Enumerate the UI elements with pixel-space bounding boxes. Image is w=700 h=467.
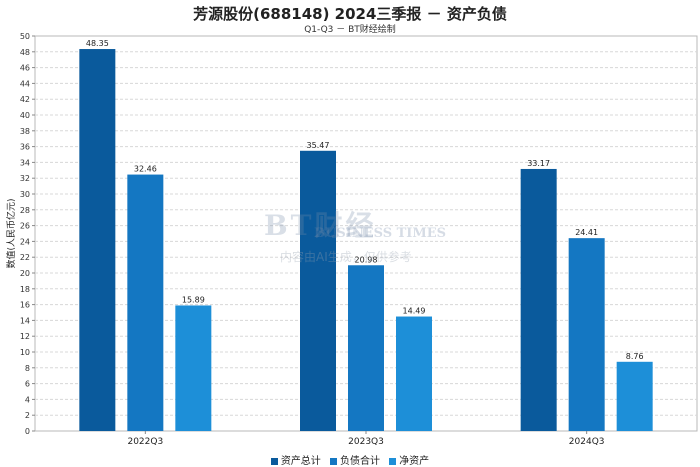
bar — [616, 361, 653, 431]
y-tick-label: 36 — [20, 143, 30, 152]
data-label: 33.17 — [527, 159, 550, 168]
y-tick-label: 24 — [20, 237, 30, 246]
y-tick-label: 40 — [20, 111, 30, 120]
y-axis-label: 数值(人民币亿元) — [5, 198, 17, 268]
y-tick-label: 22 — [20, 253, 30, 262]
y-tick-label: 42 — [20, 95, 30, 104]
y-tick-label: 4 — [25, 395, 30, 404]
y-tick-label: 10 — [20, 348, 30, 357]
watermark-note: 内容由AI生成，仅供参考 — [280, 250, 412, 264]
y-tick-label: 32 — [20, 174, 30, 183]
y-tick-label: 50 — [20, 32, 30, 41]
chart-legend: 资产总计 负债合计 净资产 — [0, 452, 700, 467]
data-label: 15.89 — [182, 295, 205, 304]
data-label: 14.49 — [403, 307, 426, 316]
y-tick-label: 44 — [20, 79, 30, 88]
x-tick-label: 2022Q3 — [127, 437, 163, 447]
y-tick-label: 6 — [25, 380, 30, 389]
legend-swatch-2 — [389, 457, 397, 465]
y-tick-label: 18 — [20, 285, 30, 294]
bar — [396, 316, 432, 431]
legend-swatch-0 — [270, 457, 278, 465]
y-tick-label: 2 — [25, 411, 30, 420]
bar — [79, 49, 116, 431]
y-tick-label: 0 — [25, 427, 30, 436]
chart-subtitle: Q1-Q3 － BT财经绘制 — [304, 25, 396, 35]
bar — [300, 150, 336, 432]
bar — [127, 174, 164, 432]
legend-item-1: 负债合计 — [330, 452, 380, 467]
legend-label-1: 负债合计 — [340, 456, 380, 467]
y-tick-label: 30 — [20, 190, 30, 199]
y-tick-label: 28 — [20, 206, 30, 215]
legend-item-2: 净资产 — [389, 452, 429, 467]
y-tick-label: 46 — [20, 64, 30, 73]
data-label: 35.47 — [307, 141, 330, 150]
y-tick-label: 16 — [20, 301, 30, 310]
bar — [175, 305, 212, 431]
y-tick-label: 20 — [20, 269, 30, 278]
data-label: 24.41 — [575, 228, 598, 237]
bar — [568, 238, 605, 431]
data-label: 8.76 — [626, 352, 644, 361]
legend-label-2: 净资产 — [399, 456, 430, 467]
x-tick-label: 2023Q3 — [348, 437, 384, 447]
legend-swatch-1 — [330, 457, 337, 465]
y-tick-label: 48 — [20, 48, 30, 57]
legend-label-0: 资产总计 — [280, 456, 321, 467]
chart-title: 芳源股份(688148) 2024三季报 － 资产负债 — [193, 5, 507, 23]
y-tick-label: 14 — [20, 316, 30, 325]
bar — [348, 265, 384, 431]
y-tick-label: 26 — [20, 222, 30, 231]
legend-item-0: 资产总计 — [270, 452, 321, 467]
data-label: 20.98 — [355, 255, 378, 264]
y-tick-label: 8 — [25, 364, 30, 373]
y-tick-label: 12 — [20, 332, 30, 341]
watermark-logo: BT财经 — [264, 209, 377, 242]
data-label: 32.46 — [134, 165, 157, 174]
x-tick-label: 2024Q3 — [569, 437, 605, 447]
y-tick-label: 34 — [20, 158, 30, 167]
bar — [520, 168, 557, 431]
watermark-subtext: BUSINESS TIMES — [314, 226, 447, 241]
data-label: 48.35 — [86, 39, 109, 48]
y-tick-label: 38 — [20, 127, 30, 136]
